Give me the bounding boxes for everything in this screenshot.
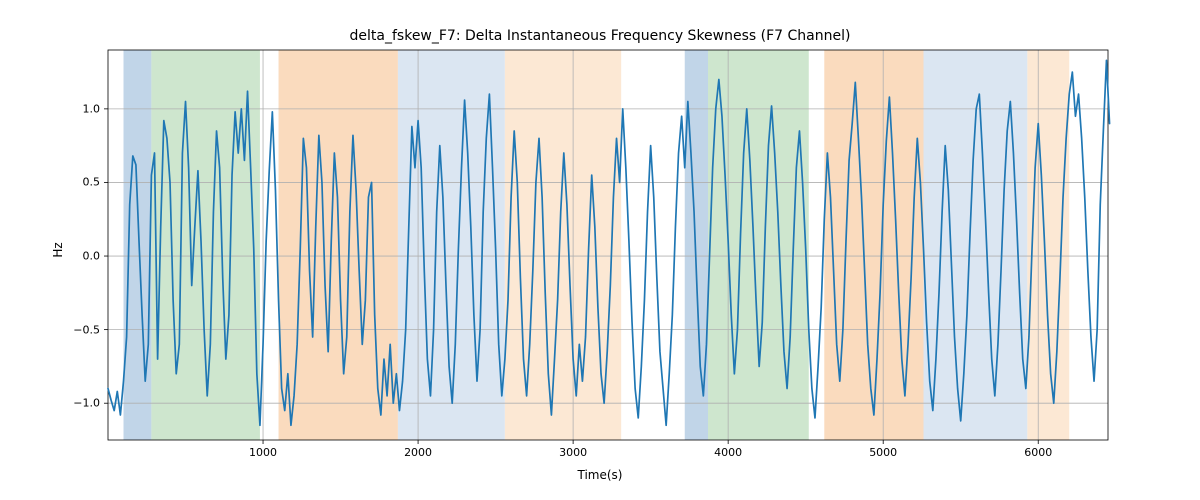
x-tick-label: 3000 xyxy=(559,446,587,459)
x-tick-label: 4000 xyxy=(714,446,742,459)
y-tick-label: −1.0 xyxy=(72,397,100,410)
y-tick-label: −0.5 xyxy=(72,323,100,336)
y-tick-label: 1.0 xyxy=(72,102,100,115)
x-tick-label: 2000 xyxy=(404,446,432,459)
y-tick-label: 0.0 xyxy=(72,250,100,263)
x-axis-label: Time(s) xyxy=(0,468,1200,482)
y-axis-label: Hz xyxy=(51,242,65,257)
x-tick-label: 6000 xyxy=(1024,446,1052,459)
x-tick-label: 5000 xyxy=(869,446,897,459)
figure: delta_fskew_F7: Delta Instantaneous Freq… xyxy=(0,0,1200,500)
chart-title: delta_fskew_F7: Delta Instantaneous Freq… xyxy=(0,28,1200,44)
plot-svg xyxy=(108,50,1108,440)
y-tick-label: 0.5 xyxy=(72,176,100,189)
plot-area xyxy=(108,50,1108,440)
x-tick-label: 1000 xyxy=(249,446,277,459)
